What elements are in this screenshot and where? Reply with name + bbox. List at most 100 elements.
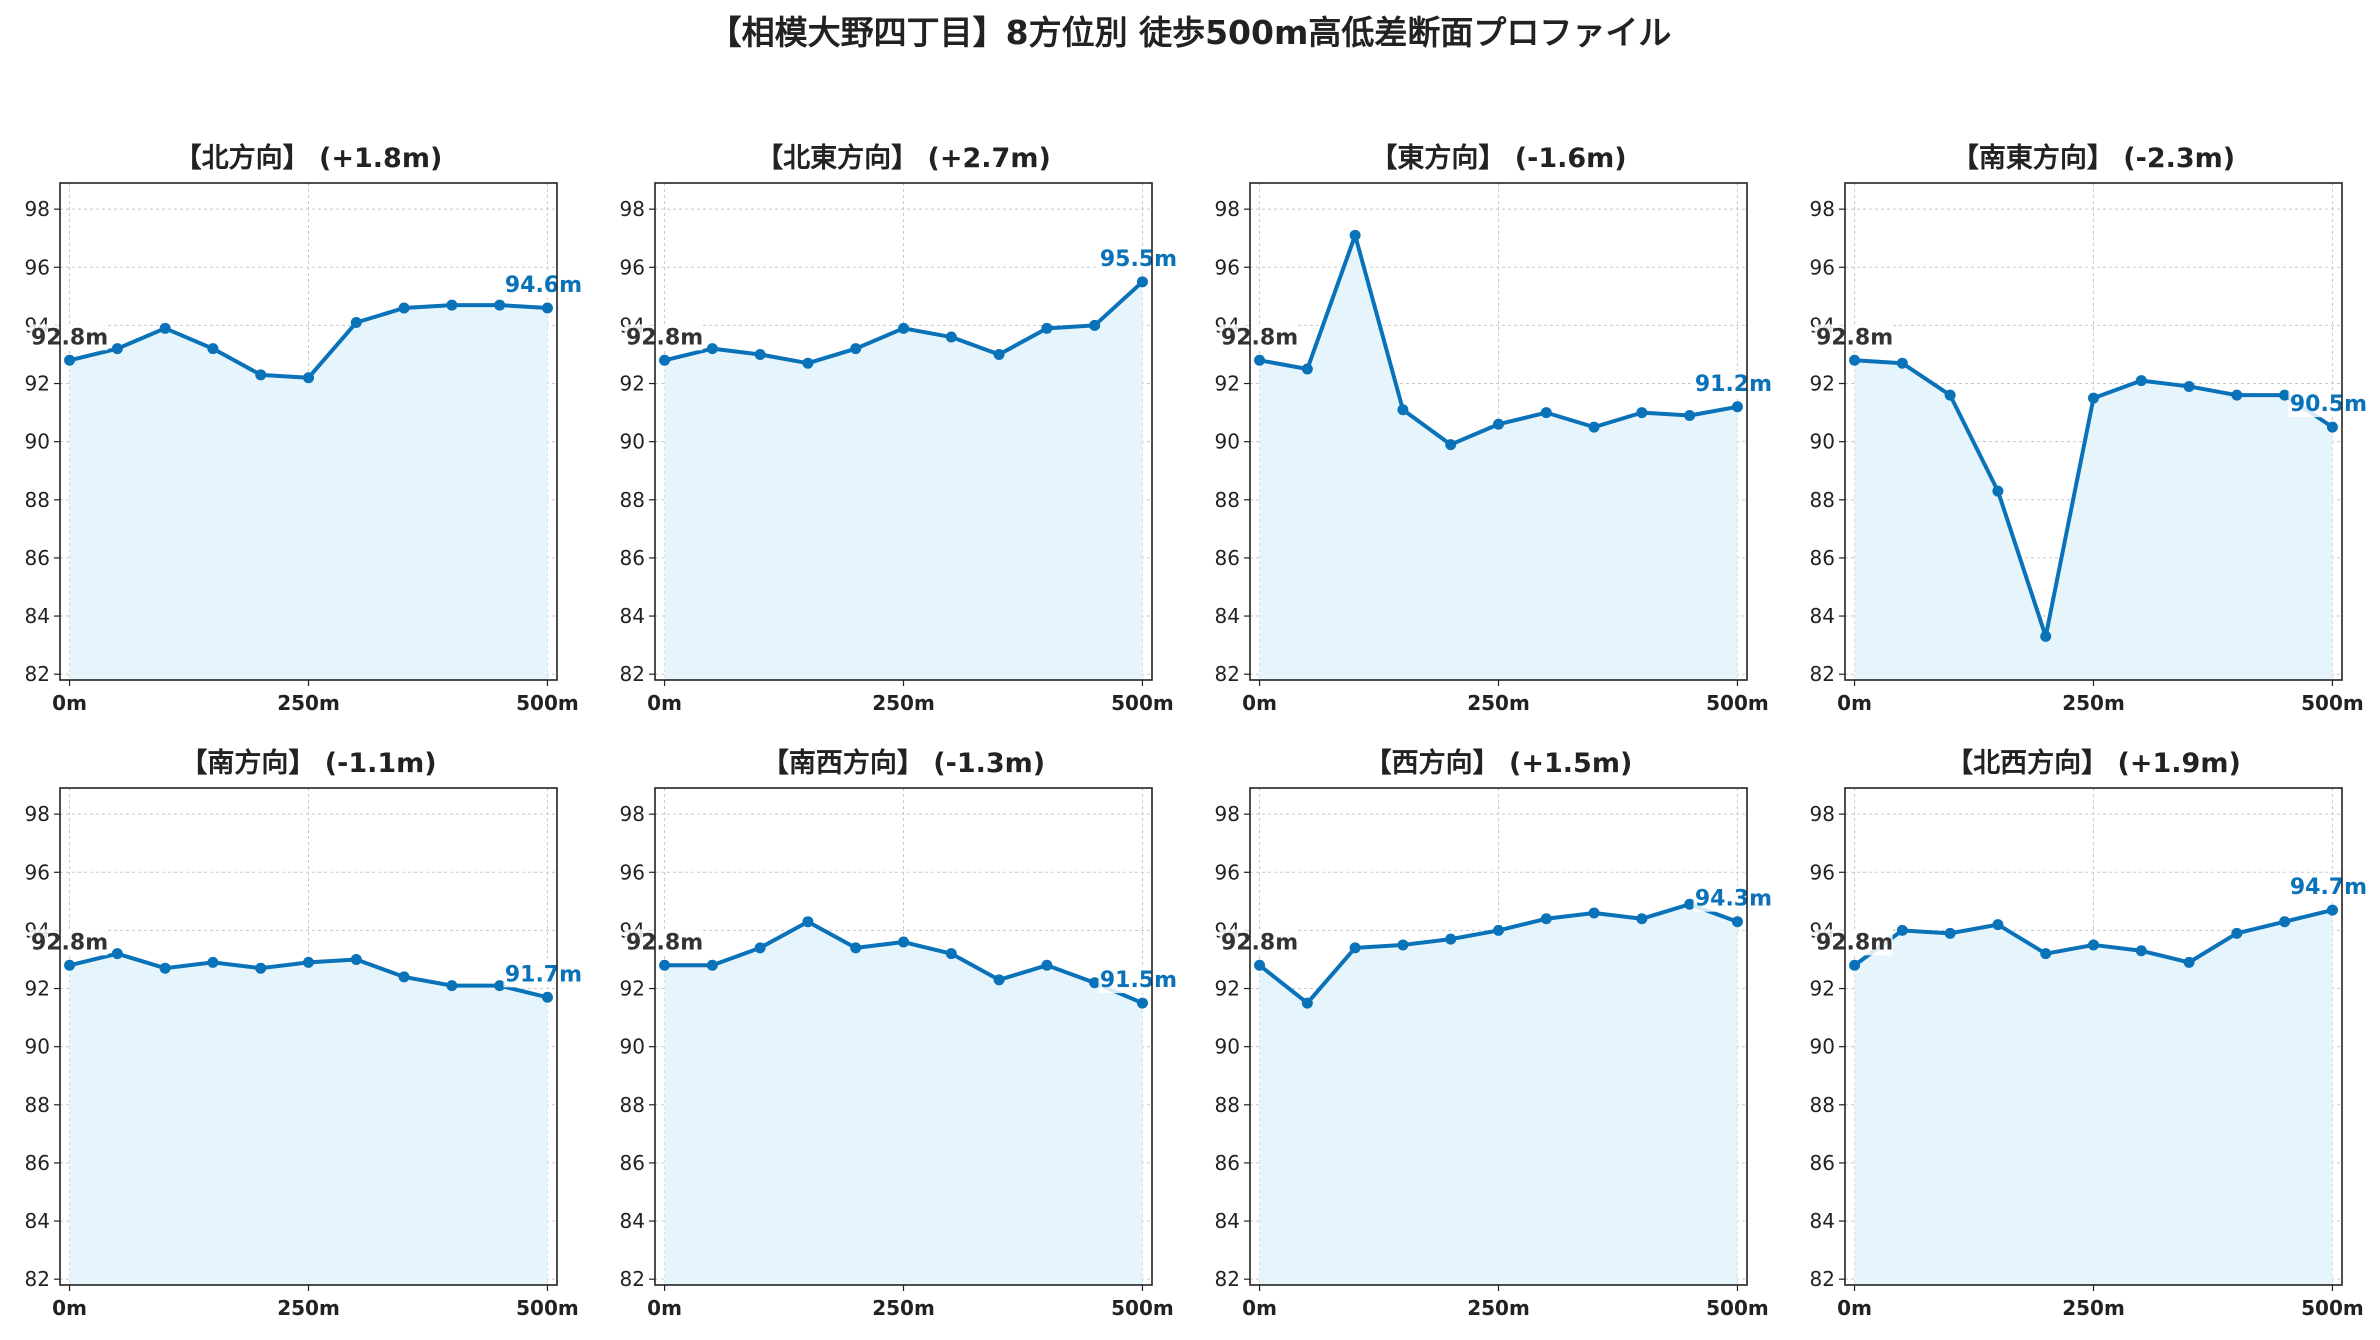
- data-point: [255, 962, 267, 974]
- data-point: [494, 299, 506, 311]
- y-tick-label: 98: [25, 197, 50, 221]
- x-tick-label: 0m: [1242, 691, 1277, 715]
- y-tick-label: 82: [620, 1267, 645, 1291]
- data-point: [1445, 933, 1457, 945]
- y-tick-label: 96: [1810, 860, 1835, 884]
- data-point: [1349, 229, 1361, 241]
- start-label: 92.8m: [1221, 325, 1298, 350]
- end-label: 94.3m: [1695, 887, 1772, 912]
- y-tick-label: 86: [620, 546, 645, 570]
- y-tick-label: 84: [25, 1209, 50, 1233]
- data-point: [446, 299, 458, 311]
- data-point: [1136, 997, 1148, 1009]
- data-point: [350, 953, 362, 965]
- panel-2: 【東方向】 (-1.6m)8284868890929496980m250m500…: [1215, 142, 1774, 715]
- y-tick-label: 90: [1810, 430, 1835, 454]
- data-point: [1992, 919, 2004, 931]
- data-point: [2135, 375, 2147, 387]
- x-tick-label: 250m: [277, 691, 340, 715]
- x-tick-label: 500m: [2301, 691, 2364, 715]
- data-point: [2279, 389, 2291, 401]
- y-tick-label: 84: [1810, 1209, 1835, 1233]
- plot-frame: [59, 182, 558, 681]
- y-tick-label: 90: [1215, 430, 1240, 454]
- data-point: [541, 991, 553, 1003]
- data-point: [1089, 977, 1101, 989]
- area-fill: [1854, 910, 2333, 1285]
- x-tick-label: 500m: [516, 1296, 579, 1320]
- panel-3: 【南東方向】 (-2.3m)8284868890929496980m250m50…: [1810, 142, 2369, 715]
- panel-title: 【北方向】 (+1.8m): [175, 142, 443, 174]
- panel-title: 【北東方向】 (+2.7m): [756, 142, 1051, 174]
- end-label: 94.6m: [505, 273, 582, 298]
- data-point: [1731, 916, 1743, 928]
- y-tick-label: 88: [25, 1093, 50, 1117]
- y-tick-label: 98: [620, 197, 645, 221]
- x-tick-label: 500m: [516, 691, 579, 715]
- plot-frame: [654, 182, 1153, 681]
- data-point: [1089, 319, 1101, 331]
- data-point: [1540, 913, 1552, 925]
- data-point: [1636, 913, 1648, 925]
- data-point: [1684, 898, 1696, 910]
- x-tick-label: 250m: [1467, 691, 1530, 715]
- start-label-box: [29, 929, 108, 956]
- data-point: [1588, 421, 1600, 433]
- y-tick-label: 84: [1810, 604, 1835, 628]
- x-tick-label: 0m: [647, 691, 682, 715]
- data-point: [2135, 945, 2147, 957]
- y-tick-label: 92: [1215, 977, 1240, 1001]
- x-tick-label: 500m: [1706, 691, 1769, 715]
- x-tick-label: 250m: [1467, 1296, 1530, 1320]
- area-fill: [664, 281, 1143, 680]
- area-fill: [69, 305, 548, 680]
- start-label-box: [1219, 324, 1298, 351]
- x-tick-label: 250m: [2062, 1296, 2125, 1320]
- x-tick-label: 0m: [52, 691, 87, 715]
- data-point: [898, 936, 909, 948]
- y-tick-label: 88: [620, 1093, 645, 1117]
- x-tick-label: 250m: [2062, 691, 2125, 715]
- end-label: 91.7m: [505, 962, 582, 987]
- y-tick-label: 96: [25, 860, 50, 884]
- panel-title: 【南東方向】 (-2.3m): [1952, 142, 2235, 174]
- data-point: [1684, 410, 1696, 422]
- y-tick-label: 86: [25, 546, 50, 570]
- data-point: [2231, 389, 2243, 401]
- start-label: 92.8m: [626, 325, 703, 350]
- y-tick-label: 84: [25, 604, 50, 628]
- data-point: [1397, 404, 1409, 416]
- data-point: [1301, 997, 1313, 1009]
- data-point: [64, 354, 76, 366]
- start-label: 92.8m: [1816, 325, 1893, 350]
- start-label: 92.8m: [31, 325, 108, 350]
- data-point: [1944, 927, 1956, 939]
- start-label-box: [29, 324, 108, 351]
- panel-7: 【北西方向】 (+1.9m)8284868890929496980m250m50…: [1810, 747, 2369, 1320]
- panels-container: 【北方向】 (+1.8m)8284868890929496980m250m500…: [25, 142, 2369, 1320]
- data-point: [2183, 956, 2195, 968]
- data-point: [1636, 407, 1648, 419]
- end-label: 95.5m: [1100, 247, 1177, 272]
- x-tick-label: 0m: [52, 1296, 87, 1320]
- y-tick-label: 90: [25, 1035, 50, 1059]
- end-label-box: [2288, 874, 2369, 901]
- end-label-box: [1098, 967, 1179, 994]
- y-tick-label: 82: [25, 1267, 50, 1291]
- data-point: [255, 369, 267, 381]
- start-label: 92.8m: [626, 930, 703, 955]
- area-fill: [1259, 904, 1738, 1285]
- data-point: [850, 942, 862, 954]
- data-point: [1349, 942, 1361, 954]
- y-tick-label: 90: [620, 430, 645, 454]
- panel-6: 【西方向】 (+1.5m)8284868890929496980m250m500…: [1215, 747, 1774, 1320]
- data-point: [945, 948, 957, 960]
- data-point: [1493, 418, 1504, 430]
- y-tick-label: 86: [1810, 1151, 1835, 1175]
- y-tick-label: 90: [1810, 1035, 1835, 1059]
- y-tick-label: 88: [1810, 488, 1835, 512]
- y-tick-label: 88: [25, 488, 50, 512]
- y-tick-label: 82: [1215, 1267, 1240, 1291]
- start-label-box: [624, 324, 703, 351]
- data-point: [1254, 354, 1266, 366]
